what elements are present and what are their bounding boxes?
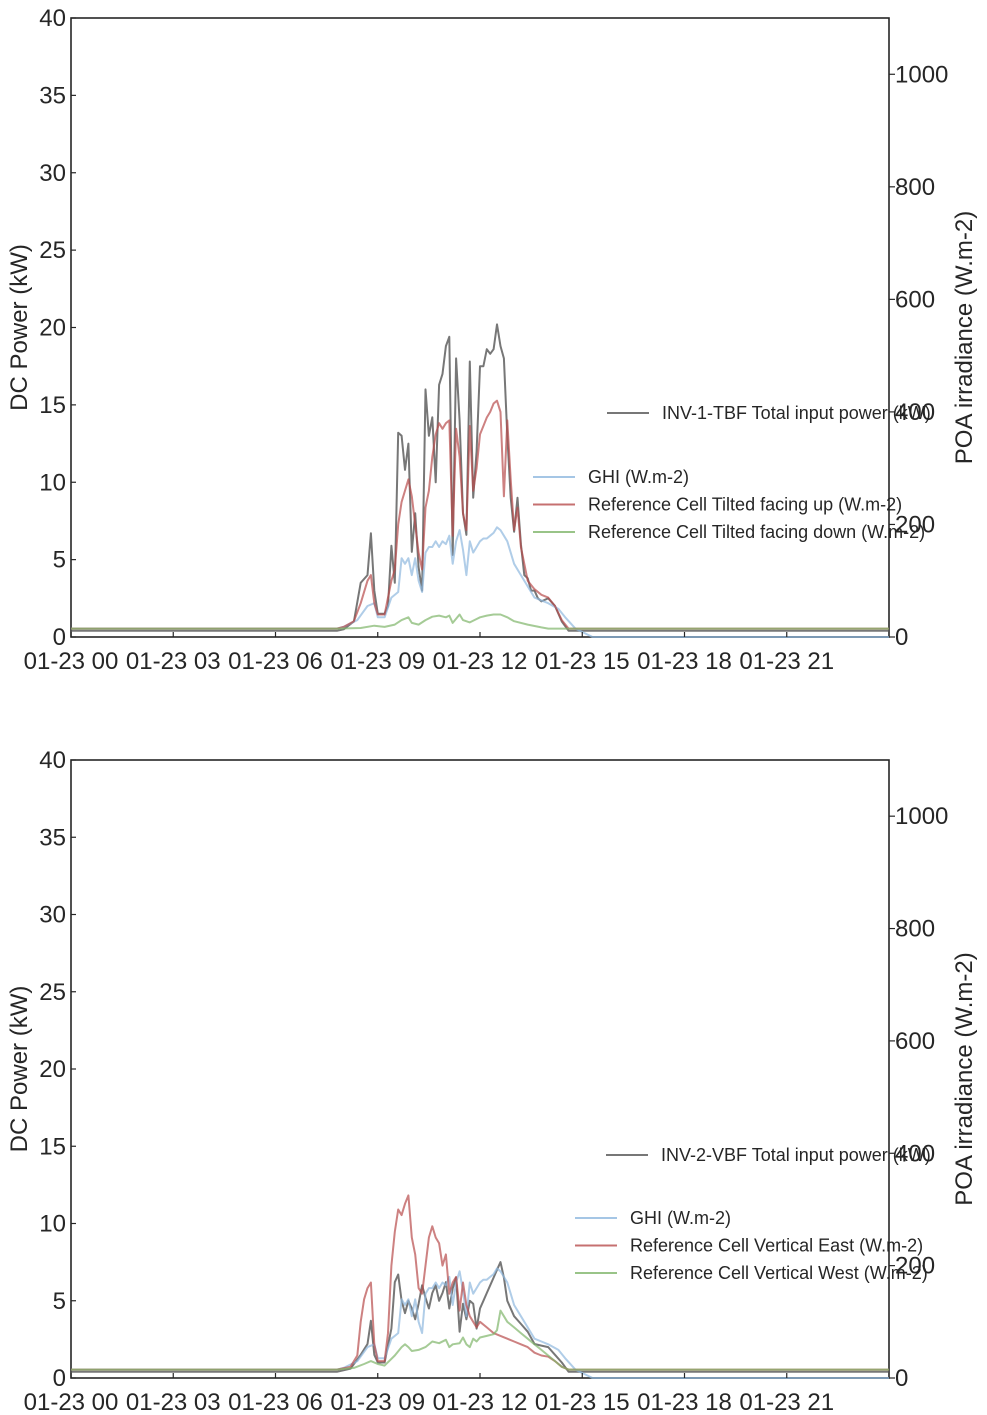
legend-right: GHI (W.m-2) Reference Cell Tilted facing … <box>533 467 925 542</box>
x-tick-label: 01-23 06 <box>228 1389 323 1415</box>
y-axis-label: DC Power (kW) <box>6 986 33 1153</box>
y-tick-label: 0 <box>53 1365 66 1392</box>
legend-left: INV-2-VBF Total input power (kW) <box>606 1145 931 1165</box>
legend-entry: INV-2-VBF Total input power (kW) <box>661 1145 931 1165</box>
legend-entry: Reference Cell Tilted facing up (W.m-2) <box>588 495 902 515</box>
x-tick-label: 01-23 03 <box>126 648 221 675</box>
series-line-2 <box>71 526 889 638</box>
y-tick-label: 35 <box>39 82 66 109</box>
x-tick-label: 01-23 09 <box>330 648 425 675</box>
y-axis-label: DC Power (kW) <box>6 244 33 411</box>
y-tick-label: 0 <box>53 624 66 651</box>
plot-area <box>70 17 890 638</box>
y-tick-label: 5 <box>53 547 66 574</box>
y2-tick-label: 0 <box>895 624 908 651</box>
x-tick-label: 01-23 18 <box>637 648 732 675</box>
series-line-4 <box>71 1309 889 1371</box>
y-tick-label: 40 <box>39 747 66 774</box>
x-tick-label: 01-23 21 <box>739 648 834 675</box>
y-tick-label: 15 <box>39 392 66 419</box>
y-tick-label: 20 <box>39 315 66 342</box>
legend-entry: GHI (W.m-2) <box>630 1208 731 1228</box>
x-tick-label: 01-23 06 <box>228 648 323 675</box>
y2-tick-label: 600 <box>895 1028 935 1055</box>
series-line-4 <box>71 613 889 630</box>
legend-left: INV-1-TBF Total input power (kW) <box>607 403 931 423</box>
x-tick-label: 01-23 18 <box>637 1389 732 1415</box>
y2-tick-label: 0 <box>895 1365 908 1392</box>
y-tick-label: 35 <box>39 824 66 851</box>
legend-entry: INV-1-TBF Total input power (kW) <box>662 403 931 423</box>
legend-entry: Reference Cell Vertical West (W.m-2) <box>630 1263 928 1283</box>
x-tick-label: 01-23 09 <box>330 1389 425 1415</box>
y-tick-label: 20 <box>39 1056 66 1083</box>
legend-entry: Reference Cell Vertical East (W.m-2) <box>630 1236 923 1256</box>
y2-axis-label: POA irradiance (W.m-2) <box>951 211 978 464</box>
x-tick-label: 01-23 12 <box>433 648 528 675</box>
x-tick-label: 01-23 15 <box>535 648 630 675</box>
x-tick-label: 01-23 00 <box>24 1389 119 1415</box>
plot-area <box>70 759 890 1379</box>
legend-entry: GHI (W.m-2) <box>588 467 689 487</box>
x-tick-label: 01-23 00 <box>24 648 119 675</box>
series-line-2 <box>71 1267 889 1379</box>
y2-tick-label: 800 <box>895 916 935 943</box>
y2-tick-label: 400 <box>895 1140 935 1167</box>
x-tick-label: 01-23 12 <box>433 1389 528 1415</box>
y-tick-label: 25 <box>39 979 66 1006</box>
y2-tick-label: 1000 <box>895 61 948 88</box>
x-tick-label: 01-23 21 <box>739 1389 834 1415</box>
y2-tick-label: 200 <box>895 1253 935 1280</box>
y2-tick-label: 1000 <box>895 803 948 830</box>
y2-tick-label: 600 <box>895 286 935 313</box>
y-tick-label: 30 <box>39 160 66 187</box>
y-tick-label: 40 <box>39 5 66 32</box>
legend-entry: Reference Cell Tilted facing down (W.m-2… <box>588 522 925 542</box>
y-tick-label: 15 <box>39 1133 66 1160</box>
legend-right: GHI (W.m-2) Reference Cell Vertical East … <box>575 1208 928 1283</box>
series-line-3 <box>71 1194 889 1371</box>
y-tick-label: 5 <box>53 1288 66 1315</box>
y2-tick-label: 400 <box>895 399 935 426</box>
y2-tick-label: 800 <box>895 174 935 201</box>
series-line-3 <box>71 399 889 630</box>
x-tick-label: 01-23 03 <box>126 1389 221 1415</box>
y-tick-label: 30 <box>39 902 66 929</box>
x-tick-label: 01-23 15 <box>535 1389 630 1415</box>
y-tick-label: 10 <box>39 1211 66 1238</box>
y2-axis-label: POA irradiance (W.m-2) <box>951 952 978 1205</box>
y-tick-label: 10 <box>39 469 66 496</box>
y-tick-label: 25 <box>39 237 66 264</box>
y2-tick-label: 200 <box>895 511 935 538</box>
